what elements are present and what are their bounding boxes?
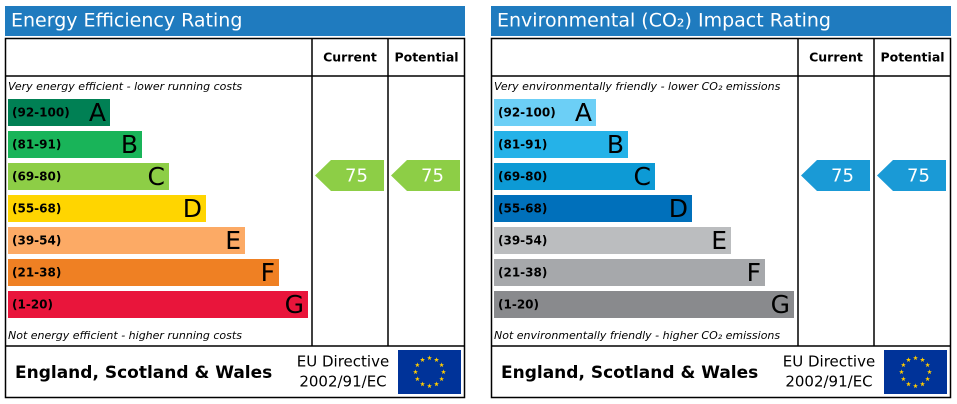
- rating-band: [494, 259, 765, 286]
- band-range: (81-91): [12, 138, 61, 152]
- eu-star: [414, 362, 420, 368]
- eu-star: [427, 355, 432, 361]
- band-range: (92-100): [12, 106, 70, 120]
- top-note: Very environmentally friendly - lower CO…: [494, 80, 781, 93]
- band-range: (69-80): [498, 170, 547, 184]
- band-range: (92-100): [498, 106, 556, 120]
- eu-star: [414, 376, 420, 382]
- rating-band: [494, 131, 628, 158]
- column-header: Current: [323, 50, 377, 65]
- band-letter: D: [183, 194, 202, 223]
- rating-band: [8, 131, 142, 158]
- rating-band: [494, 227, 731, 254]
- band-letter: E: [711, 226, 727, 255]
- eu-star: [906, 357, 911, 362]
- title-bar: [5, 6, 465, 36]
- eu-star: [434, 357, 439, 362]
- band-letter: G: [285, 290, 304, 319]
- rating-band: [8, 259, 279, 286]
- eu-star: [441, 369, 446, 375]
- eu-star: [434, 381, 439, 387]
- band-range: (81-91): [498, 138, 547, 152]
- band-letter: F: [747, 258, 761, 287]
- eu-star: [439, 376, 445, 382]
- band-range: (69-80): [12, 170, 61, 184]
- band-letter: A: [89, 98, 106, 127]
- rating-value: 75: [345, 166, 368, 187]
- eu-star: [420, 381, 425, 387]
- column-header: Potential: [880, 50, 944, 65]
- band-range: (39-54): [12, 234, 61, 248]
- rating-band: [8, 291, 308, 318]
- rating-value: 75: [907, 166, 930, 187]
- panel-title: Environmental (CO₂) Impact Rating: [497, 10, 831, 32]
- title-bar: [491, 6, 951, 36]
- eu-star: [925, 362, 931, 368]
- band-range: (55-68): [12, 202, 61, 216]
- rating-band: [494, 99, 596, 126]
- footer-region: England, Scotland & Wales: [501, 363, 758, 383]
- rating-arrow: [315, 160, 384, 191]
- eu-star: [925, 376, 931, 382]
- rating-value: 75: [421, 166, 444, 187]
- band-letter: F: [261, 258, 275, 287]
- footer-directive: EU Directive: [297, 353, 389, 371]
- eu-star: [439, 362, 445, 368]
- bottom-note: Not environmentally friendly - higher CO…: [494, 329, 780, 342]
- top-note: Very energy efficient - lower running co…: [8, 80, 242, 93]
- eu-star: [900, 362, 906, 368]
- band-letter: B: [607, 130, 624, 159]
- eu-star: [906, 381, 911, 387]
- band-range: (39-54): [498, 234, 547, 248]
- band-letter: A: [575, 98, 592, 127]
- band-letter: E: [225, 226, 241, 255]
- footer-directive: EU Directive: [783, 353, 875, 371]
- band-range: (55-68): [498, 202, 547, 216]
- band-letter: G: [771, 290, 790, 319]
- epc-panel: Environmental (CO₂) Impact Rating Current…: [490, 6, 952, 399]
- band-range: (21-38): [498, 266, 547, 280]
- eu-star: [920, 357, 925, 362]
- panel-frame: [490, 37, 952, 399]
- rating-band: [494, 195, 692, 222]
- column-header: Potential: [394, 50, 458, 65]
- column-header: Current: [809, 50, 863, 65]
- rating-band: [8, 227, 245, 254]
- footer-code: 2002/91/EC: [785, 373, 872, 391]
- eu-star: [913, 355, 918, 361]
- rating-band: [494, 163, 655, 190]
- eu-star: [899, 369, 904, 375]
- panel-title: Energy Efficiency Rating: [11, 10, 242, 32]
- eu-star: [900, 376, 906, 382]
- panel-frame: [4, 37, 466, 399]
- band-letter: D: [669, 194, 688, 223]
- rating-band: [8, 195, 206, 222]
- footer-region: England, Scotland & Wales: [15, 363, 272, 383]
- rating-arrow: [877, 160, 946, 191]
- band-letter: B: [121, 130, 138, 159]
- rating-band: [8, 99, 110, 126]
- eu-star: [427, 383, 432, 389]
- rating-value: 75: [831, 166, 854, 187]
- eu-star: [413, 369, 418, 375]
- band-letter: C: [634, 162, 651, 191]
- eu-star: [927, 369, 932, 375]
- rating-arrow: [391, 160, 460, 191]
- band-range: (21-38): [12, 266, 61, 280]
- eu-star: [913, 383, 918, 389]
- epc-panel: Energy Efficiency Rating Current Potential…: [4, 6, 466, 399]
- band-letter: C: [148, 162, 165, 191]
- band-range: (1-20): [498, 298, 539, 312]
- bottom-note: Not energy efficient - higher running co…: [8, 329, 242, 342]
- eu-star: [920, 381, 925, 387]
- eu-star: [420, 357, 425, 362]
- rating-band: [8, 163, 169, 190]
- rating-band: [494, 291, 794, 318]
- band-range: (1-20): [12, 298, 53, 312]
- rating-arrow: [801, 160, 870, 191]
- footer-code: 2002/91/EC: [299, 373, 386, 391]
